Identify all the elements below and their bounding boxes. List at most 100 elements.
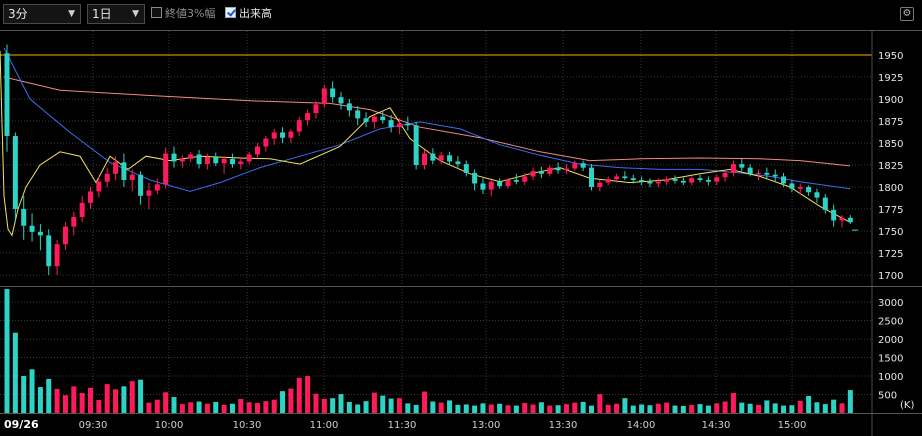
price-tick-label: 1800: [878, 183, 903, 194]
candle-body: [371, 116, 377, 122]
volume-checkbox[interactable]: [225, 7, 236, 18]
volume-bar: [622, 398, 628, 413]
period-select[interactable]: 1日 ▼: [87, 4, 145, 24]
candle-body: [472, 172, 478, 184]
volume-bar: [497, 403, 503, 413]
volume-bar: [705, 405, 711, 413]
volume-bar: [822, 404, 828, 413]
candle-body: [296, 120, 302, 132]
candle-body: [714, 177, 720, 182]
candle-body: [747, 167, 753, 174]
closing-band-checkbox[interactable]: [151, 7, 162, 18]
volume-bar: [714, 403, 720, 413]
volume-bar: [455, 404, 461, 413]
time-tick-label: 10:00: [155, 420, 184, 431]
candle-body: [380, 116, 386, 121]
candle-body: [597, 182, 603, 187]
volume-axis: 500 1000 1500 2000 2500 3000: [878, 298, 903, 402]
volume-bar: [363, 401, 369, 413]
price-tick-label: 1825: [878, 161, 903, 172]
volume-bar: [438, 402, 444, 413]
price-tick-label: 1700: [878, 271, 903, 282]
candle-body: [129, 174, 135, 180]
volume-bar: [756, 404, 761, 413]
volume-bar: [797, 400, 803, 413]
ma-mid-line: [3, 47, 851, 192]
candle-body: [313, 104, 319, 114]
ma-long-line: [3, 76, 851, 167]
volume-bar: [388, 398, 394, 413]
volume-bar: [338, 394, 344, 413]
candle-body: [229, 158, 235, 165]
candle-body: [29, 225, 35, 232]
volume-bar: [605, 404, 611, 413]
volume-bar: [505, 405, 511, 413]
volume-bar: [296, 377, 302, 413]
chevron-down-icon: ▼: [68, 9, 75, 19]
price-tick-label: 1725: [878, 249, 903, 260]
volume-bar: [814, 402, 820, 413]
time-tick-label: 13:30: [549, 420, 578, 431]
volume-bar: [664, 402, 670, 413]
candle-body: [163, 153, 169, 185]
volume-bar: [238, 398, 244, 413]
volume-bar: [405, 403, 411, 413]
candle-body: [563, 168, 569, 171]
candle-body: [121, 162, 127, 180]
volume-bar: [196, 401, 202, 413]
price-axis: 1700 1725 1750 1775 1800 1825 1850 1875 1900 1925…: [878, 51, 903, 282]
candle-body: [822, 197, 828, 210]
candle-body: [271, 132, 277, 139]
price-tick-label: 1925: [878, 73, 903, 84]
volume-tick-label: 1500: [878, 354, 903, 365]
candle-body: [705, 179, 711, 182]
chart-toolbar: 3分 ▼ 1日 ▼ 終値3%幅 出来高 ⚙: [0, 0, 922, 30]
volume-bar: [472, 405, 478, 413]
candle-body: [555, 167, 561, 171]
candle-body: [238, 161, 244, 165]
candle-body: [146, 190, 152, 196]
volume-bar: [113, 389, 119, 413]
candle-body: [396, 123, 402, 128]
volume-bar: [781, 405, 787, 413]
interval-select[interactable]: 3分 ▼: [3, 4, 81, 24]
candle-body: [630, 178, 636, 180]
volume-bar: [614, 403, 620, 413]
volume-bar: [847, 390, 853, 413]
volume-bar: [138, 379, 144, 413]
volume-bar: [447, 400, 453, 413]
candle-body: [639, 179, 645, 182]
candle-body: [138, 174, 144, 196]
volume-bar: [271, 399, 277, 413]
volume-bar: [563, 404, 569, 413]
volume-bar: [280, 391, 286, 413]
period-value: 1日: [92, 7, 112, 21]
candle-body: [37, 231, 43, 236]
chart-grid: [0, 31, 872, 413]
time-tick-label: 14:30: [702, 420, 731, 431]
candle-body: [321, 88, 327, 105]
volume-bar: [589, 405, 594, 413]
candle-body: [46, 235, 52, 267]
volume-bar: [555, 405, 561, 413]
candle-body: [839, 217, 845, 221]
candle-body: [722, 172, 728, 178]
volume-bar: [488, 404, 494, 413]
candle-body: [62, 226, 68, 245]
moving-average-lines: [0, 47, 858, 237]
volume-bar: [321, 398, 327, 413]
gear-icon[interactable]: ⚙: [900, 7, 914, 21]
price-tick-label: 1850: [878, 139, 903, 150]
volume-tick-label: 500: [878, 391, 897, 402]
volume-bar: [12, 332, 18, 413]
volume-bar: [288, 388, 294, 413]
candle-body: [204, 157, 210, 165]
volume-bar: [171, 397, 177, 413]
price-tick-label: 1875: [878, 117, 903, 128]
volume-bar: [88, 387, 93, 413]
candle-body: [697, 178, 703, 180]
volume-bar: [146, 402, 152, 413]
chevron-down-icon: ▼: [132, 9, 139, 19]
volume-bar: [396, 398, 402, 413]
volume-bar: [371, 392, 377, 413]
